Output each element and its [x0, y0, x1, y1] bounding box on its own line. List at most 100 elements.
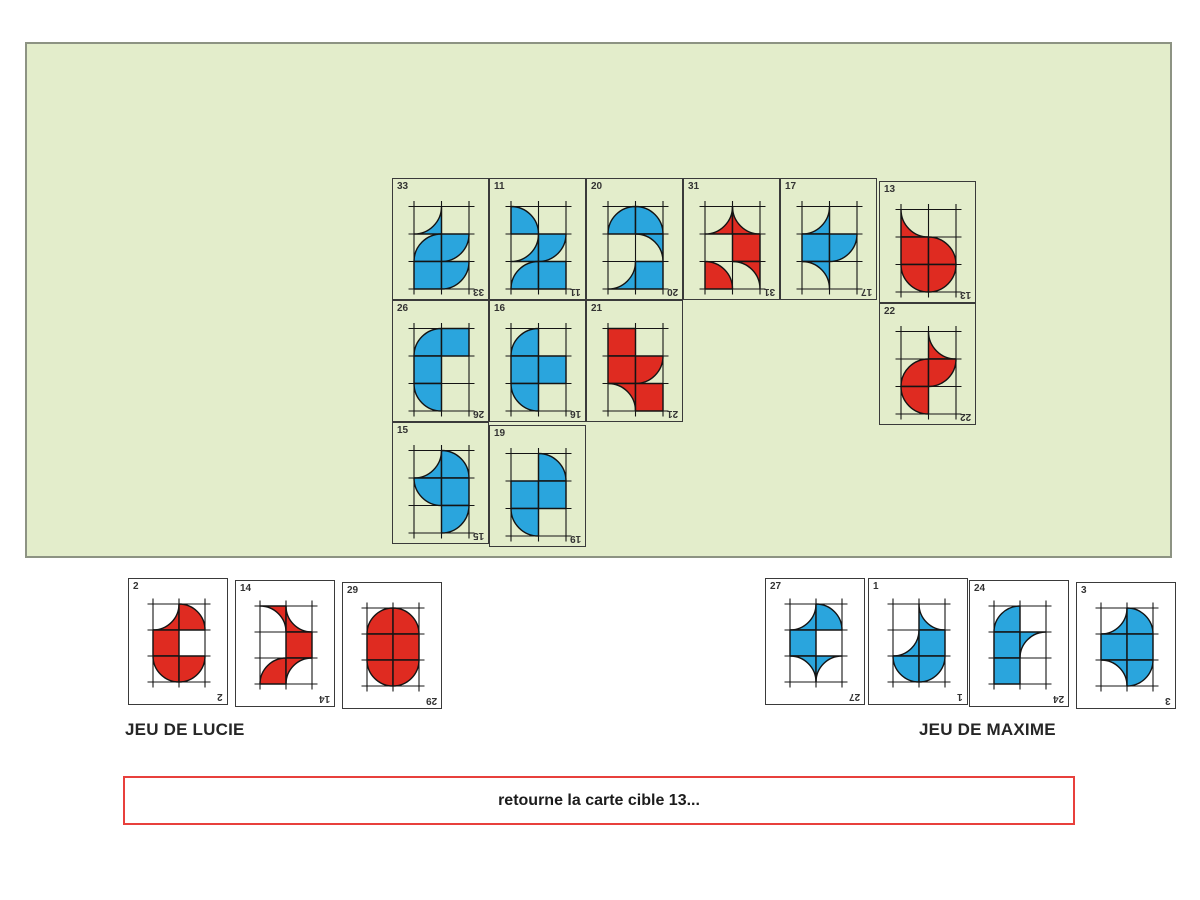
- card-number-bottom: 20: [666, 286, 678, 297]
- shape-qd-bl: [816, 604, 842, 630]
- shape-sp-tr: [1101, 660, 1127, 686]
- shape-qd-bl: [1127, 608, 1153, 634]
- card-number-top: 33: [397, 181, 409, 192]
- shape-sp-br: [705, 207, 733, 235]
- card-number-top: 19: [494, 428, 506, 439]
- card-figure: [236, 581, 334, 706]
- card-number-bottom: 29: [425, 695, 437, 706]
- card-21[interactable]: 21 21: [586, 300, 683, 422]
- shape-sp-bl: [733, 207, 761, 235]
- shape-sp-tr: [636, 234, 664, 262]
- card-number-bottom: 19: [569, 533, 581, 544]
- card-number-top: 29: [347, 585, 359, 596]
- shape-qd-bl: [705, 262, 733, 290]
- shape-qd-bl: [442, 451, 470, 479]
- shape-sp-tr: [733, 262, 761, 290]
- shape-sq: [802, 234, 830, 262]
- shape-sp-bl: [929, 332, 957, 360]
- card-number-top: 31: [688, 181, 700, 192]
- card-19[interactable]: 19 19: [489, 425, 586, 547]
- card-11[interactable]: 11 11: [489, 178, 586, 300]
- card-33[interactable]: 33 33: [392, 178, 489, 300]
- card-16[interactable]: 16 16: [489, 300, 586, 422]
- shape-qd-bl: [179, 604, 205, 630]
- card-14[interactable]: 14 14: [235, 580, 335, 707]
- card-number-top: 20: [591, 181, 603, 192]
- shape-sq: [608, 329, 636, 357]
- card-figure: [490, 426, 585, 546]
- shape-qd-tl: [929, 359, 957, 387]
- shape-qd-tl: [636, 356, 664, 384]
- shape-qd-bl: [511, 207, 539, 235]
- card-15[interactable]: 15 15: [392, 422, 489, 544]
- card-24[interactable]: 24 24: [969, 580, 1069, 707]
- card-number-bottom: 3: [1165, 695, 1171, 706]
- shape-sq: [442, 329, 470, 357]
- shape-sq: [442, 478, 470, 506]
- card-figure: [587, 301, 682, 421]
- shape-sp-bl: [286, 606, 312, 632]
- shape-sq: [414, 356, 442, 384]
- card-figure: [1077, 583, 1175, 708]
- card-figure: [781, 179, 876, 299]
- card-number-bottom: 17: [860, 286, 872, 297]
- shape-sq: [511, 356, 539, 384]
- card-17[interactable]: 17 17: [780, 178, 877, 300]
- card-13[interactable]: 13 13: [879, 181, 976, 303]
- shape-qd-tl: [1127, 660, 1153, 686]
- shape-qd-br: [260, 658, 286, 684]
- card-number-bottom: 1: [957, 691, 963, 702]
- shape-sq: [1101, 634, 1127, 660]
- card-31[interactable]: 31 31: [683, 178, 780, 300]
- shape-sp-br: [608, 262, 636, 290]
- card-number-top: 13: [884, 184, 896, 195]
- card-figure: [393, 423, 488, 543]
- card-number-top: 16: [494, 303, 506, 314]
- card-figure: [343, 583, 441, 708]
- shape-qd-tr: [367, 660, 393, 686]
- shape-sp-br: [511, 234, 539, 262]
- shape-sq: [539, 262, 567, 290]
- shape-qd-tl: [830, 234, 858, 262]
- shape-sp-tl: [816, 656, 842, 682]
- card-20[interactable]: 20 20: [586, 178, 683, 300]
- card-22[interactable]: 22 22: [879, 303, 976, 425]
- shape-qd-tl: [539, 234, 567, 262]
- card-number-bottom: 27: [848, 691, 860, 702]
- shape-sq: [511, 481, 539, 509]
- card-26[interactable]: 26 26: [392, 300, 489, 422]
- shape-qd-br: [901, 359, 929, 387]
- shape-qd-tl: [393, 660, 419, 686]
- shape-qd-tr: [511, 384, 539, 412]
- shape-qd-tr: [901, 265, 929, 293]
- instruction-text: retourne la carte cible 13...: [498, 791, 700, 809]
- card-figure: [766, 579, 864, 704]
- card-figure: [393, 179, 488, 299]
- card-number-top: 27: [770, 581, 782, 592]
- card-number-bottom: 24: [1052, 693, 1064, 704]
- shape-qd-tr: [893, 656, 919, 682]
- card-number-top: 1: [873, 581, 879, 592]
- shape-sp-bl: [901, 210, 929, 238]
- shape-sp-tl: [286, 658, 312, 684]
- card-number-top: 24: [974, 583, 986, 594]
- card-number-top: 22: [884, 306, 896, 317]
- shape-sp-tr: [802, 262, 830, 290]
- shape-qd-tl: [179, 656, 205, 682]
- shape-qd-tr: [414, 384, 442, 412]
- shape-qd-tr: [901, 387, 929, 415]
- card-figure: [587, 179, 682, 299]
- shape-qd-br: [367, 608, 393, 634]
- card-29[interactable]: 29 29: [342, 582, 442, 709]
- shape-sq: [733, 234, 761, 262]
- maxime-hand-label: JEU DE MAXIME: [919, 720, 1056, 739]
- shape-qd-bl: [929, 237, 957, 265]
- card-27[interactable]: 27 27: [765, 578, 865, 705]
- shape-sq: [1127, 634, 1153, 660]
- shape-sq: [539, 356, 567, 384]
- shape-sq: [153, 630, 179, 656]
- shape-qd-br: [511, 262, 539, 290]
